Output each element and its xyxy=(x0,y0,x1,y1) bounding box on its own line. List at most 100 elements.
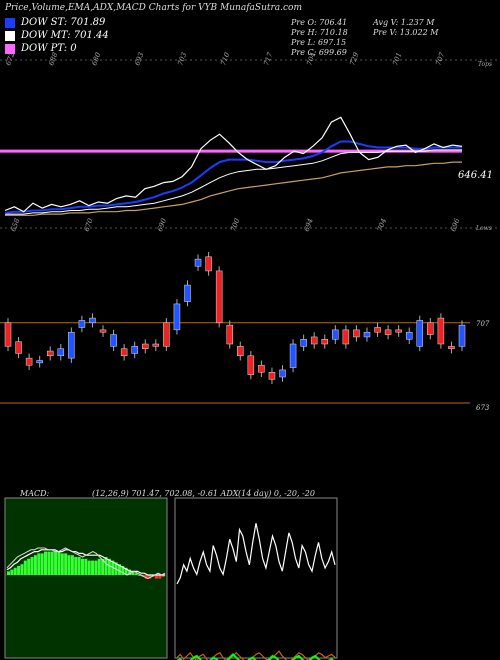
macd-histogram-bar xyxy=(94,560,98,575)
lows-tick-label: 670 xyxy=(83,217,95,233)
macd-histogram-bar xyxy=(33,555,37,575)
candle-body xyxy=(205,256,212,272)
macd-histogram-bar xyxy=(54,551,58,575)
candle-body xyxy=(448,346,455,349)
lows-tick-label: 690 xyxy=(156,217,168,233)
dow-mt-swatch xyxy=(5,30,15,41)
tops-tick-label: 701 xyxy=(391,51,403,66)
macd-histogram-bar xyxy=(117,564,121,575)
macd-histogram-bar xyxy=(40,553,44,575)
support-label: 673 xyxy=(476,404,490,412)
macd-histogram-bar xyxy=(50,551,54,575)
macd-histogram-bar xyxy=(107,558,111,575)
candle-body xyxy=(120,348,128,357)
adx-values: (14 day) 0, -20, -20 xyxy=(238,489,315,498)
avg-volume: Avg V: 1.237 M xyxy=(373,18,435,27)
macd-histogram-bar xyxy=(154,575,158,579)
macd-histogram-bar xyxy=(77,557,81,575)
lows-tick-label: 700 xyxy=(229,217,241,233)
lows-tick-label: 696 xyxy=(449,217,461,233)
ema-short-line xyxy=(4,140,462,214)
macd-histogram-bar xyxy=(87,560,91,575)
macd-histogram-bar xyxy=(84,558,88,575)
macd-line xyxy=(6,547,166,580)
dow-pt-label: DOW PT: 0 xyxy=(21,43,77,54)
macd-histogram-bar xyxy=(144,575,148,579)
dow-mt-legend: DOW MT: 701.44 xyxy=(5,30,109,41)
lows-tick-label: 658 xyxy=(9,217,21,233)
tops-tick-label: 703 xyxy=(176,51,188,67)
macd-frame xyxy=(4,497,168,659)
prev-close: Pre C: 699.69 xyxy=(291,48,347,57)
dow-st-legend: DOW ST: 701.89 xyxy=(5,17,105,28)
candle-body xyxy=(374,327,381,333)
candle-body xyxy=(395,329,402,333)
candle-body xyxy=(310,336,318,345)
dow-st-label: DOW ST: 701.89 xyxy=(21,17,106,28)
candle-body xyxy=(363,331,371,338)
candle-body xyxy=(4,322,12,347)
candle-body xyxy=(279,369,286,378)
macd-histogram-bar xyxy=(64,553,68,575)
macd-histogram-bar xyxy=(67,555,71,575)
dow-st-swatch xyxy=(5,17,15,28)
macd-histogram-bar xyxy=(47,551,51,575)
prev-high: Pre H: 710.18 xyxy=(291,28,348,37)
candle-body xyxy=(89,317,96,324)
macd-histogram-bar xyxy=(121,566,125,575)
candle-body xyxy=(427,322,434,335)
candle-body xyxy=(131,346,138,354)
macd-histogram-bar xyxy=(138,575,142,576)
adx-panel xyxy=(174,497,338,660)
macd-histogram-bar xyxy=(131,571,135,575)
dow-mt-label: DOW MT: 701.44 xyxy=(21,30,109,41)
macd-histogram-bar xyxy=(124,567,128,575)
macd-histogram-bar xyxy=(37,553,41,575)
candle-body xyxy=(25,357,33,366)
candle-body xyxy=(247,355,255,375)
macd-title: MACD: xyxy=(20,489,50,498)
candle-body xyxy=(163,322,170,347)
tops-tick-label: 707 xyxy=(434,51,446,67)
macd-values: (12,26,9) 701.47, 702.08, -0.61 ADX xyxy=(92,489,239,498)
candle-body xyxy=(300,339,307,347)
candle-body xyxy=(142,343,149,349)
candle-body xyxy=(68,331,75,359)
candle-body xyxy=(110,334,117,347)
tops-caption: Tops xyxy=(478,61,492,68)
candle-body xyxy=(332,329,339,340)
price-ema-panel: 672 688 680 693 703 710 717 704 729 701 707 Tops658… xyxy=(0,51,500,233)
tops-tick-label: 717 xyxy=(262,51,274,67)
candle-body xyxy=(226,324,233,345)
macd-histogram-bar xyxy=(20,564,24,575)
candles-panel: 707 673 xyxy=(0,252,490,412)
candle-body xyxy=(342,329,350,345)
candle-body xyxy=(458,324,466,347)
resistance-label: 707 xyxy=(476,320,490,328)
macd-histogram-bar xyxy=(134,573,138,575)
candle-body xyxy=(78,320,86,328)
candle-body xyxy=(405,331,413,340)
tops-tick-label: 693 xyxy=(133,51,145,67)
macd-histogram-bar xyxy=(17,566,21,575)
macd-histogram-bar xyxy=(148,575,152,579)
macd-histogram-bar xyxy=(23,560,27,575)
lows-tick-label: 704 xyxy=(376,217,388,232)
candle-body xyxy=(173,303,181,331)
macd-histogram-bar xyxy=(13,567,17,575)
candle-body xyxy=(437,317,445,345)
macd-histogram-bar xyxy=(128,569,132,575)
macd-histogram-bar xyxy=(161,575,165,577)
candle-body xyxy=(215,270,223,324)
candle-body xyxy=(268,372,276,380)
macd-histogram-bar xyxy=(80,558,84,575)
dow-pt-legend: DOW PT: 0 xyxy=(5,43,77,54)
macd-panel xyxy=(4,497,168,659)
candle-body xyxy=(152,343,160,347)
macd-histogram-bar xyxy=(60,553,64,575)
macd-histogram-bar xyxy=(70,555,74,575)
ema-long-line xyxy=(5,161,462,216)
tops-tick-label: 680 xyxy=(90,51,102,67)
macd-histogram-bar xyxy=(104,557,108,575)
